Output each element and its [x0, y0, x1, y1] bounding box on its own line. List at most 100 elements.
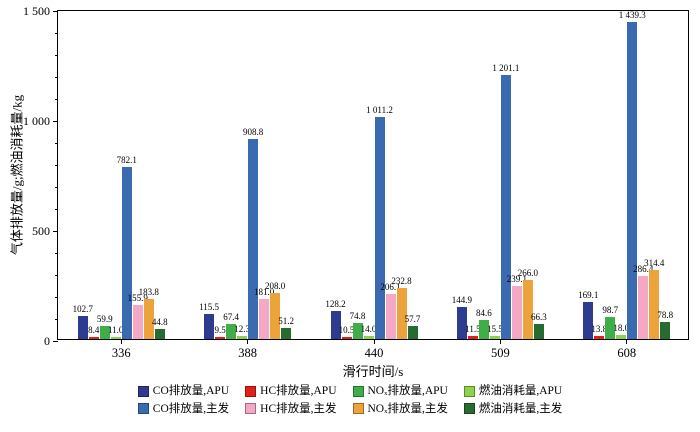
- bar-value-label: 206.1: [380, 281, 401, 292]
- legend-swatch: [137, 385, 149, 397]
- bar: [583, 301, 594, 339]
- legend-label: 燃油消耗量,主发: [478, 402, 563, 415]
- bar-value-label: 286.4: [633, 264, 654, 274]
- bar: [478, 320, 489, 339]
- y-axis-minor-tick: [55, 296, 58, 298]
- x-axis-tick: [120, 340, 122, 344]
- bar-value-label: 782.1: [116, 154, 137, 165]
- bar-value-label: 14.0: [360, 323, 377, 334]
- bar: [270, 293, 281, 339]
- bar-value-label: 8.4: [88, 325, 100, 336]
- bar: [396, 287, 407, 339]
- bar: [143, 298, 154, 339]
- bar: [522, 280, 533, 339]
- bar: [594, 335, 605, 339]
- bar-value-label: 314.4: [644, 257, 665, 268]
- legend: CO排放量,APU HC排放量,APU NOₓ排放量,APU 燃油消耗量,APU CO排…: [0, 385, 700, 415]
- bar: [660, 321, 671, 339]
- bar: [330, 310, 341, 339]
- legend-label: CO排放量,APU: [152, 385, 230, 397]
- bar-value-label: 266.0: [517, 268, 539, 279]
- y-tick-label: 1 000: [23, 114, 50, 128]
- bar: [511, 286, 522, 339]
- bar-value-label: 10.5: [338, 324, 355, 335]
- bar: [500, 74, 511, 339]
- legend-swatch: [463, 385, 475, 397]
- bar: [281, 327, 292, 339]
- bar-value-label: 1 201.1: [492, 62, 520, 73]
- y-axis-minor-tick: [55, 54, 58, 56]
- bar-value-label: 232.8: [391, 275, 412, 286]
- bar-value-label: 51.2: [278, 315, 294, 326]
- bar: [226, 324, 237, 339]
- bar-value-label: 183.8: [138, 286, 159, 297]
- x-axis-tick: [373, 340, 375, 344]
- legend-item: CO排放量,主发: [137, 402, 230, 416]
- legend-item: 燃油消耗量,APU: [463, 385, 563, 398]
- y-tick-label: 1 500: [23, 4, 50, 18]
- bar: [616, 335, 627, 339]
- bar: [407, 326, 418, 339]
- bar: [204, 313, 215, 339]
- bar-value-label: 115.5: [199, 301, 220, 312]
- bar: [605, 317, 616, 339]
- bar: [385, 293, 396, 339]
- y-axis-minor-tick: [55, 76, 58, 78]
- x-tick-label: 509: [491, 346, 510, 360]
- bar: [259, 299, 270, 339]
- x-axis-label: 滑行时间/s: [342, 364, 404, 379]
- bar: [132, 304, 143, 339]
- bar-value-label: 908.8: [242, 127, 264, 138]
- y-axis-minor-tick: [55, 186, 58, 188]
- legend-item: CO排放量,APU: [137, 385, 230, 398]
- legend-item: HC排放量,主发: [245, 402, 337, 416]
- x-tick-label: 336: [111, 346, 131, 360]
- legend-swatch: [245, 403, 257, 415]
- bar: [341, 336, 352, 339]
- bar-value-label: 78.8: [657, 309, 674, 320]
- legend-label: CO排放量,主发: [152, 402, 230, 415]
- y-axis-minor-tick: [55, 142, 58, 144]
- legend-label: HC排放量,APU: [260, 385, 337, 397]
- y-tick-label: 0: [44, 334, 50, 348]
- y-axis-tick: [53, 10, 58, 12]
- x-tick-label: 388: [238, 346, 257, 360]
- y-axis-minor-tick: [55, 208, 58, 210]
- bar-value-label: 67.4: [223, 312, 239, 323]
- x-axis-tick: [247, 340, 249, 344]
- bar: [77, 316, 88, 339]
- bar-value-label: 155.9: [127, 292, 148, 303]
- bar: [363, 335, 374, 339]
- bar-value-label: 102.7: [72, 304, 93, 315]
- legend-label: NOₓ排放量,主发: [367, 402, 448, 415]
- y-axis-minor-tick: [55, 98, 58, 100]
- x-axis-tick: [499, 340, 501, 344]
- legend-item: HC排放量,APU: [245, 385, 337, 398]
- bar-value-label: 57.7: [404, 314, 421, 325]
- bar-value-label: 128.2: [325, 298, 346, 309]
- y-axis-minor-tick: [55, 252, 58, 254]
- bar-value-label: 1 011.2: [366, 104, 393, 115]
- bar-value-label: 66.3: [531, 312, 547, 323]
- bar: [121, 166, 132, 339]
- bar-value-label: 144.9: [451, 295, 473, 306]
- x-axis-tick: [626, 340, 628, 344]
- bar: [215, 336, 226, 339]
- bar-value-label: 1 439.3: [618, 10, 646, 21]
- bar: [533, 324, 544, 339]
- legend-label: 燃油消耗量,APU: [478, 385, 563, 397]
- legend-swatch: [352, 403, 364, 415]
- bar-value-label: 208.0: [264, 281, 286, 292]
- y-axis-minor-tick: [55, 274, 58, 276]
- bar: [88, 337, 99, 339]
- bar-value-label: 239.1: [506, 274, 528, 285]
- legend-label: HC排放量,主发: [260, 402, 337, 415]
- bar-value-label: 98.7: [602, 305, 619, 316]
- bar-value-label: 9.5: [214, 324, 226, 335]
- legend-item: 燃油消耗量,主发: [463, 402, 563, 416]
- bar: [237, 336, 248, 339]
- y-axis-minor-tick: [55, 164, 58, 166]
- legend-label: NOₓ排放量,APU: [367, 385, 448, 397]
- bar: [352, 322, 363, 339]
